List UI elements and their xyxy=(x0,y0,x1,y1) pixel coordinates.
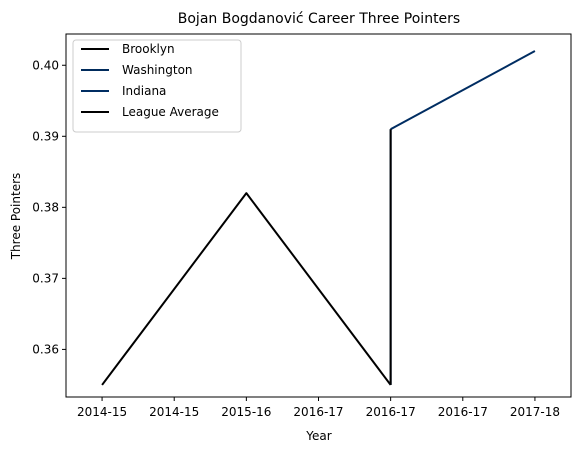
y-axis: 0.36 0.37 0.38 0.39 0.40 xyxy=(32,58,66,356)
y-axis-label: Three Pointers xyxy=(9,173,23,261)
y-tick-label: 0.38 xyxy=(32,200,59,214)
x-axis: 2014-15 2014-15 2015-16 2016-17 2016-17 2016-… xyxy=(77,397,560,419)
legend-entry: League Average xyxy=(122,105,219,119)
series-line-2 xyxy=(390,50,536,131)
legend-entry: Washington xyxy=(122,63,193,77)
chart-title: Bojan Bogdanović Career Three Pointers xyxy=(178,11,460,27)
legend-entry: Brooklyn xyxy=(122,42,175,56)
y-tick-label: 0.39 xyxy=(32,129,59,143)
legend-box xyxy=(72,39,242,133)
x-tick-label: 2016-17 xyxy=(366,405,416,419)
y-tick-label: 0.40 xyxy=(32,58,59,72)
series-line-0 xyxy=(101,192,392,386)
y-tick-label: 0.37 xyxy=(32,271,59,285)
x-tick-label: 2014-15 xyxy=(149,405,199,419)
x-tick-label: 2016-17 xyxy=(438,405,488,419)
legend-entry: Indiana xyxy=(122,84,166,98)
x-tick-label: 2017-18 xyxy=(510,405,560,419)
y-tick-label: 0.36 xyxy=(32,342,59,356)
legend: Brooklyn Washington Indiana League Average xyxy=(72,39,242,133)
plot-layer xyxy=(101,50,536,386)
x-axis-label: Year xyxy=(305,429,331,443)
x-tick-label: 2014-15 xyxy=(77,405,127,419)
x-tick-label: 2015-16 xyxy=(221,405,271,419)
x-tick-label: 2016-17 xyxy=(293,405,343,419)
